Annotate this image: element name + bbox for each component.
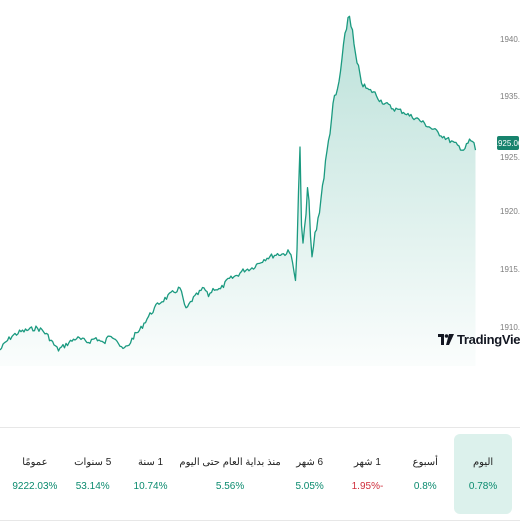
performance-period-value: 5.56%	[215, 480, 245, 492]
performance-period-value: 0.8%	[413, 480, 437, 492]
y-tick-label: 1925.00	[500, 153, 520, 162]
performance-period-0[interactable]: اليوم 0.78%	[454, 434, 512, 514]
performance-period-6[interactable]: 5 سنوات 53.14%	[64, 428, 122, 520]
performance-period-1[interactable]: أسبوع 0.8%	[396, 428, 454, 520]
performance-period-value: 10.74%	[133, 480, 168, 492]
current-price-label: 1925.00	[494, 139, 520, 148]
performance-period-7[interactable]: عمومًا 9222.03%	[6, 428, 64, 520]
chart-canvas[interactable]: 1940.00 1935.00 1925.00 1920.00 1915.00 1910.…	[0, 0, 520, 380]
price-area	[0, 16, 476, 367]
performance-period-label: منذ بداية العام حتى اليوم	[179, 456, 281, 468]
performance-period-label: 5 سنوات	[74, 456, 112, 468]
current-price-tag	[497, 136, 519, 150]
performance-period-2[interactable]: 1 شهر 1.95%-	[339, 428, 397, 520]
performance-period-label: 1 سنة	[137, 456, 164, 468]
y-tick-label: 1915.00	[500, 265, 520, 274]
y-tick-label: 1920.00	[500, 207, 520, 216]
performance-period-label: اليوم	[472, 456, 494, 468]
performance-period-5[interactable]: 1 سنة 10.74%	[122, 428, 180, 520]
performance-period-value: 0.78%	[468, 480, 498, 492]
tradingview-logo[interactable]: TradingView	[438, 332, 520, 347]
performance-period-value: 53.14%	[75, 480, 110, 492]
y-tick-label: 1910.00	[500, 323, 520, 332]
y-tick-label: 1935.00	[500, 92, 520, 101]
tradingview-logo-icon	[438, 334, 454, 345]
price-chart[interactable]: 1940.00 1935.00 1925.00 1920.00 1915.00 1910.…	[0, 0, 520, 380]
price-line	[0, 15, 477, 352]
performance-period-value: 1.95%-	[351, 480, 384, 492]
performance-bar: اليوم 0.78% أسبوع 0.8% 1 شهر 1.95%- 6 شهر 5.05%…	[0, 427, 520, 521]
performance-period-label: 6 شهر	[296, 456, 324, 468]
tradingview-logo-text: TradingView	[457, 332, 520, 347]
performance-period-value: 9222.03%	[12, 480, 58, 492]
performance-period-label: 1 شهر	[354, 456, 381, 468]
performance-period-label: عمومًا	[22, 456, 48, 468]
performance-row: اليوم 0.78% أسبوع 0.8% 1 شهر 1.95%- 6 شهر 5.05%…	[0, 428, 520, 520]
performance-period-3[interactable]: 6 شهر 5.05%	[281, 428, 339, 520]
performance-period-label: أسبوع	[412, 456, 438, 468]
y-tick-label: 1940.00	[500, 35, 520, 44]
performance-period-4[interactable]: منذ بداية العام حتى اليوم 5.56%	[179, 428, 280, 520]
performance-period-value: 5.05%	[295, 480, 324, 492]
